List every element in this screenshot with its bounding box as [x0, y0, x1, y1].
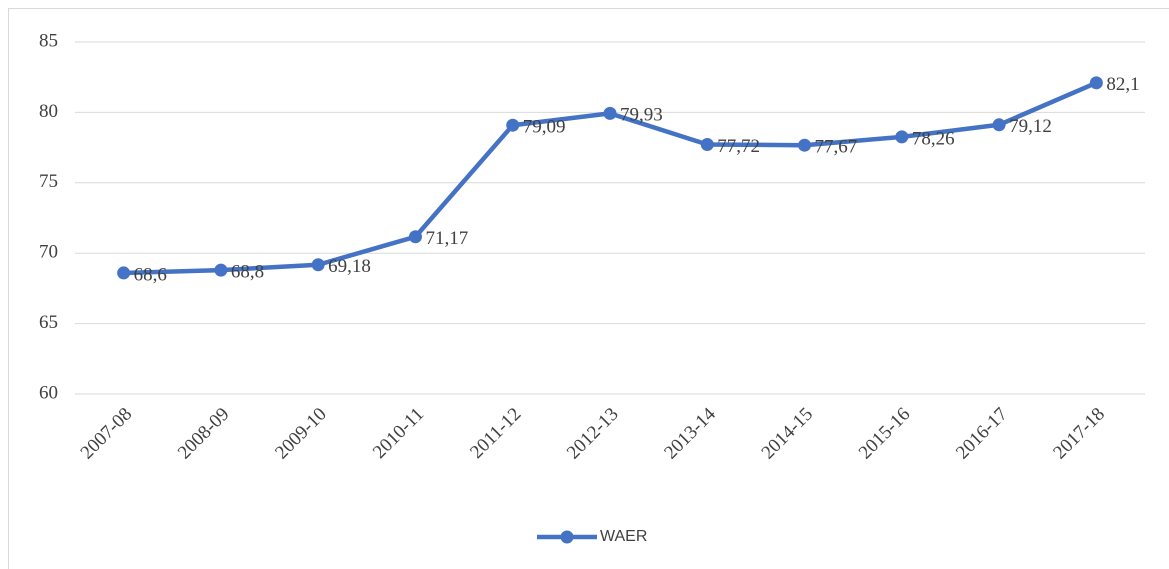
data-label: 78,26 [912, 128, 955, 149]
data-label: 71,17 [425, 228, 468, 249]
x-tick-label: 2016-17 [952, 404, 1012, 464]
x-tick-label: 2008-09 [174, 404, 234, 464]
data-label: 77,72 [717, 136, 760, 157]
x-tick-label: 2013-14 [660, 403, 720, 463]
marker [1089, 76, 1103, 90]
marker [117, 266, 131, 280]
marker [895, 130, 909, 144]
marker [311, 258, 325, 272]
x-tick-label: 2012-13 [563, 404, 623, 464]
y-tick-label: 85 [39, 30, 58, 51]
x-tick-label: 2009-10 [271, 404, 331, 464]
marker [506, 118, 520, 132]
marker [408, 230, 422, 244]
x-tick-label: 2014-15 [758, 404, 818, 464]
data-label: 79,09 [523, 117, 566, 138]
y-tick-label: 65 [39, 312, 58, 333]
marker [214, 263, 228, 277]
data-label: 69,18 [328, 256, 371, 277]
marker [700, 138, 714, 152]
legend-label: WAER [600, 528, 647, 545]
x-tick-label: 2007-08 [77, 404, 137, 464]
data-label: 82,1 [1106, 74, 1139, 95]
data-label: 68,8 [231, 261, 264, 282]
data-label: 68,6 [134, 264, 167, 285]
data-label: 77,67 [815, 137, 858, 158]
marker [603, 106, 617, 120]
legend-marker [560, 530, 574, 544]
data-label: 79,93 [620, 105, 663, 126]
x-tick-label: 2011-12 [466, 404, 525, 463]
marker [992, 118, 1006, 132]
y-tick-label: 70 [39, 242, 58, 263]
x-tick-label: 2010-11 [369, 404, 428, 463]
marker [798, 138, 812, 152]
chart-border [8, 8, 1169, 569]
x-tick-label: 2017-18 [1049, 404, 1109, 464]
y-tick-label: 75 [39, 171, 58, 192]
x-tick-label: 2015-16 [855, 404, 915, 464]
y-tick-label: 60 [39, 382, 58, 403]
y-tick-label: 80 [39, 101, 58, 122]
data-label: 79,12 [1009, 116, 1052, 137]
